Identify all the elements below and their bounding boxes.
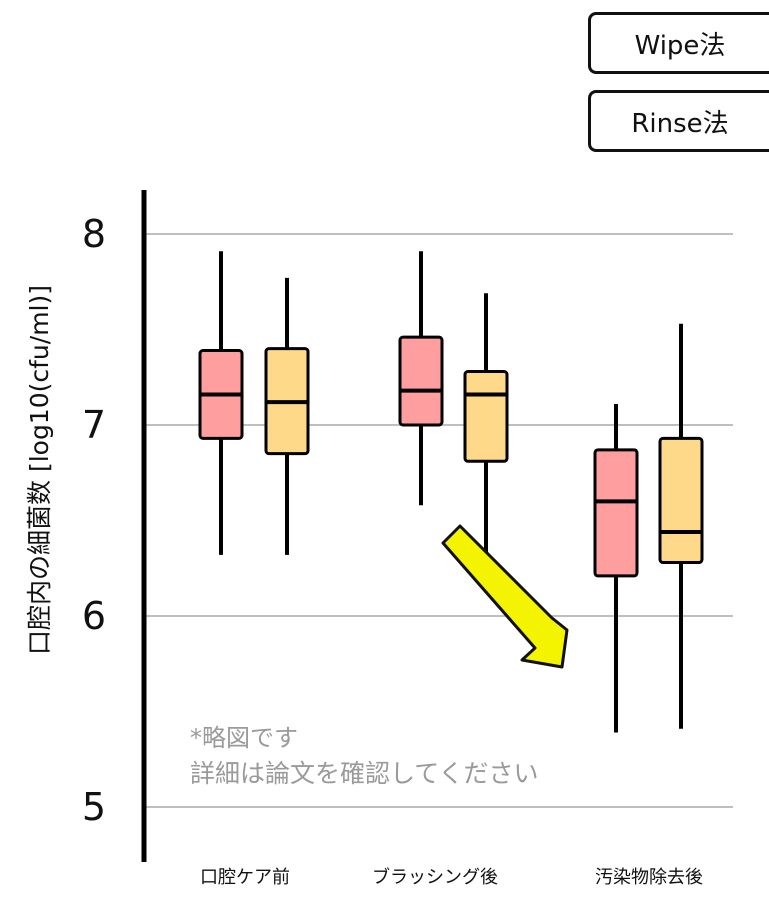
x-category-label: ブラッシング後 (372, 867, 498, 888)
legend-rinse-label: Rinse法 (631, 108, 729, 139)
box-iqr (463, 370, 509, 463)
y-tick-labels: 5 6 7 8 (82, 212, 106, 829)
box-rinse (264, 277, 310, 555)
x-category-label: 汚染物除去後 (595, 867, 703, 888)
note-line-1: *略図です (190, 724, 298, 752)
box-iqr (593, 448, 639, 578)
box-wipe (198, 251, 244, 555)
box-iqr (658, 436, 704, 565)
box-rinse (658, 323, 704, 729)
box-wipe (593, 403, 639, 733)
legend-rinse: Rinse法 (588, 90, 769, 152)
y-tick-label: 6 (82, 594, 106, 638)
box-series (198, 251, 704, 733)
note-line-2: 詳細は論文を確認してください (190, 759, 539, 788)
y-tick-label: 5 (82, 785, 106, 829)
box-iqr (398, 335, 444, 427)
trend-arrow-icon (441, 524, 569, 669)
box-wipe (398, 251, 444, 506)
x-category-label: 口腔ケア前 (200, 867, 290, 888)
y-axis-label: 口腔内の細菌数 [log10(cfu/ml)] (25, 285, 54, 655)
box-rinse (463, 293, 509, 588)
legend-wipe-label: Wipe法 (634, 30, 726, 61)
legend-wipe: Wipe法 (588, 12, 769, 74)
y-tick-label: 7 (82, 403, 106, 447)
y-tick-label: 8 (82, 212, 106, 256)
